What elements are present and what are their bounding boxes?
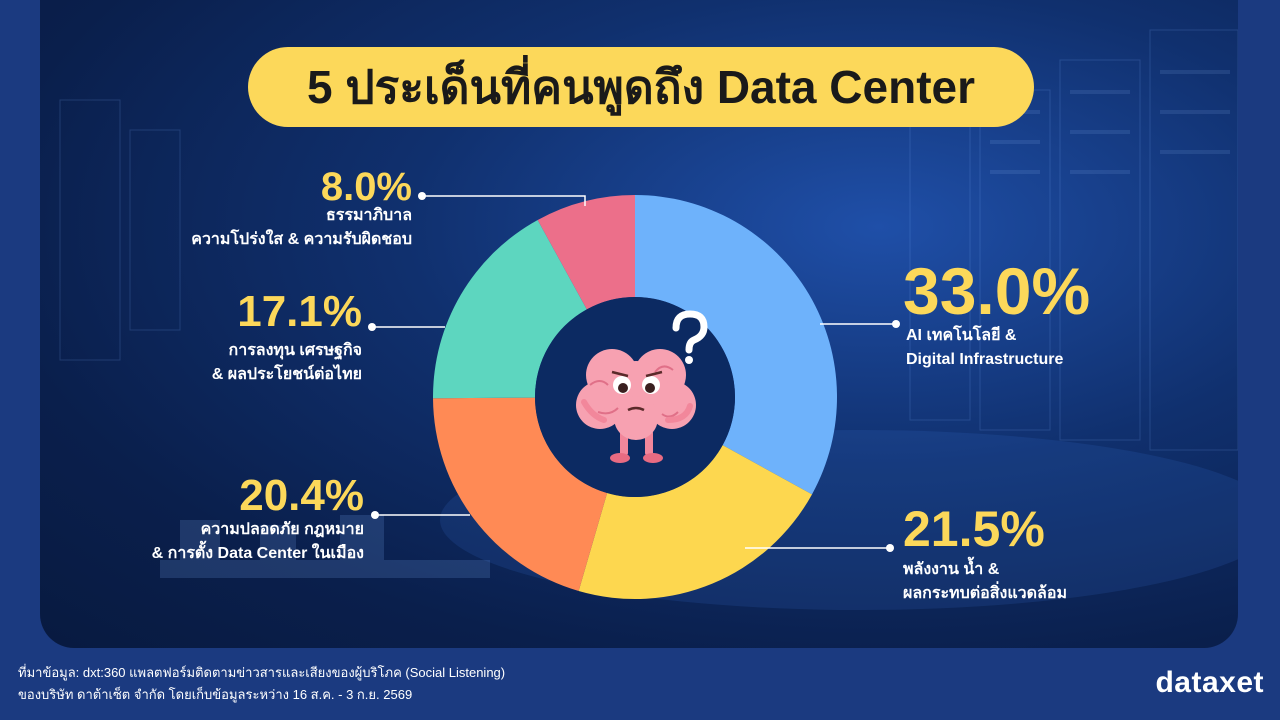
slice-label-line: ความโปร่งใส & ความรับผิดชอบ	[191, 231, 412, 248]
slice-label-line: ผลกระทบต่อสิ่งแวดล้อม	[903, 585, 1067, 602]
slice-label-line: ธรรมาภิบาล	[326, 207, 412, 224]
percent-label-ai: 33.0%	[903, 254, 1091, 328]
leader-dot	[371, 511, 379, 519]
percent-label-security: 20.4%	[239, 471, 364, 520]
leader-dot	[368, 323, 376, 331]
slice-label-line: & ผลประโยชน์ต่อไทย	[211, 366, 362, 383]
slice-label-line: การลงทุน เศรษฐกิจ	[228, 342, 362, 359]
slice-investment	[433, 219, 587, 399]
slice-label-line: ความปลอดภัย กฎหมาย	[200, 521, 364, 538]
leader-line	[422, 195, 586, 206]
slice-label-energy: พลังงาน น้ำ & ผลกระทบต่อสิ่งแวดล้อม	[903, 558, 1067, 606]
slice-label-investment: การลงทุน เศรษฐกิจ & ผลประโยชน์ต่อไทย	[150, 339, 362, 387]
slice-governance	[537, 195, 635, 310]
leader-dot	[892, 320, 900, 328]
leader-dot	[886, 544, 894, 552]
thinking-brain-icon	[576, 310, 708, 463]
slice-energy	[578, 445, 813, 599]
source-line-1: ที่มาข้อมูล: dxt:360 แพลตฟอร์มติดตามข่าว…	[18, 665, 506, 680]
slice-label-line: AI เทคโนโลยี &	[906, 327, 1017, 344]
title-banner: 5 ประเด็นที่คนพูดถึง Data Center	[248, 47, 1034, 127]
percent-label-energy: 21.5%	[903, 501, 1045, 557]
source-line-2: ของบริษัท ดาต้าเซ็ต จำกัด โดยเก็บข้อมูลร…	[18, 687, 413, 702]
slice-label-line: Digital Infrastructure	[906, 351, 1064, 368]
percent-label-investment: 17.1%	[237, 287, 362, 336]
leader-dot	[418, 192, 426, 200]
slice-ai	[635, 195, 838, 495]
page-title: 5 ประเด็นที่คนพูดถึง Data Center	[306, 60, 976, 113]
slice-label-line: พลังงาน น้ำ &	[903, 561, 1000, 578]
dataxet-logo: dataxet	[1155, 666, 1264, 699]
slice-label-security: ความปลอดภัย กฎหมาย & การตั้ง Data Center…	[104, 518, 364, 566]
percent-label-governance: 8.0%	[320, 165, 412, 209]
slice-label-governance: ธรรมาภิบาล ความโปร่งใส & ความรับผิดชอบ	[150, 204, 412, 252]
slice-security	[433, 397, 608, 591]
slice-label-line: & การตั้ง Data Center ในเมือง	[151, 545, 364, 562]
source-footer: ที่มาข้อมูล: dxt:360 แพลตฟอร์มติดตามข่าว…	[18, 662, 505, 706]
slice-label-ai: AI เทคโนโลยี & Digital Infrastructure	[906, 324, 1063, 372]
